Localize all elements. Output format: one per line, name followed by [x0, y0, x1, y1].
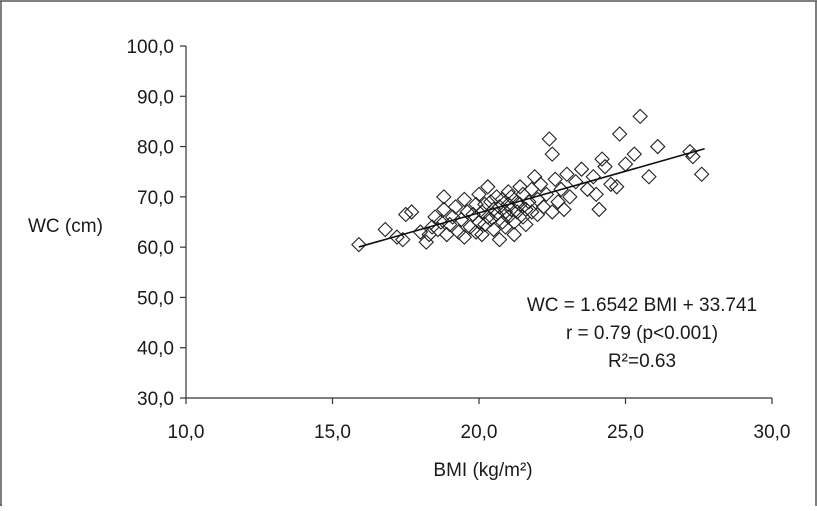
y-tick-label: 30,0 — [137, 389, 174, 410]
data-point — [450, 224, 467, 240]
data-point — [468, 224, 484, 240]
data-point — [567, 173, 584, 190]
data-point — [480, 179, 496, 195]
data-point — [682, 143, 698, 160]
correlation-text: r = 0.79 (p<0.001) — [566, 323, 718, 344]
data-point — [523, 204, 540, 220]
data-point — [579, 181, 596, 198]
data-point — [573, 161, 590, 177]
data-point — [556, 201, 572, 218]
trendline-layer — [358, 148, 705, 248]
data-point — [436, 189, 452, 205]
data-point — [377, 221, 394, 238]
data-point — [459, 204, 476, 220]
x-axis-title: BMI (kg/m²) — [433, 460, 532, 481]
data-point — [500, 184, 517, 200]
data-point — [603, 176, 619, 193]
y-tick-label: 40,0 — [137, 339, 174, 360]
data-point — [632, 108, 648, 125]
x-tick-label: 20,0 — [461, 422, 498, 443]
data-point — [512, 179, 528, 195]
data-point — [433, 214, 449, 230]
data-point — [559, 166, 575, 183]
data-point — [351, 236, 367, 253]
data-point — [412, 224, 429, 240]
data-point — [547, 171, 563, 188]
data-point — [591, 201, 607, 218]
data-point — [482, 194, 499, 210]
data-point — [403, 204, 420, 220]
data-point — [482, 211, 499, 228]
data-point — [395, 231, 411, 248]
r-squared-text: R²=0.63 — [608, 351, 676, 372]
data-point — [494, 214, 511, 230]
data-point — [518, 216, 534, 233]
data-point — [611, 126, 628, 142]
x-tick-label: 30,0 — [754, 422, 791, 443]
y-axis-title: WC (cm) — [28, 216, 103, 237]
axes — [180, 45, 773, 404]
data-point — [685, 148, 701, 165]
data-point — [597, 158, 613, 175]
data-point — [474, 226, 490, 243]
data-point — [418, 234, 435, 250]
x-tick-label: 10,0 — [168, 422, 205, 443]
y-tick-label: 50,0 — [137, 288, 174, 309]
y-tick-label: 80,0 — [137, 138, 174, 159]
data-point — [649, 138, 666, 155]
data-point — [515, 209, 531, 225]
regression-equation: WC = 1.6542 BMI + 33.741 — [527, 295, 757, 316]
y-tick-label: 70,0 — [137, 188, 174, 209]
data-point — [523, 181, 540, 198]
data-point — [588, 186, 604, 203]
data-point — [397, 206, 414, 223]
data-point — [488, 189, 505, 205]
data-point — [444, 209, 461, 225]
data-point — [491, 231, 508, 248]
data-point — [544, 204, 561, 220]
data-point — [608, 179, 625, 195]
data-point — [526, 168, 543, 185]
data-point — [427, 209, 443, 225]
data-point — [535, 199, 552, 215]
data-points — [351, 108, 710, 253]
data-point — [553, 181, 569, 198]
data-point — [641, 168, 657, 185]
data-point — [506, 226, 522, 243]
trendline — [358, 148, 705, 248]
data-point — [456, 191, 473, 208]
y-tick-label: 100,0 — [126, 37, 174, 58]
data-point — [562, 189, 578, 205]
data-point — [544, 146, 561, 162]
data-point — [447, 199, 464, 215]
data-point — [471, 186, 487, 203]
data-point — [594, 151, 610, 167]
data-point — [693, 166, 710, 183]
data-point — [532, 176, 549, 193]
tick-labels: 30,0 40,0 50,0 60,0 70,0 80,0 90,0 100,0 10,0 15,… — [126, 37, 790, 443]
data-point — [456, 229, 473, 245]
data-point — [541, 131, 558, 147]
y-tick-label: 60,0 — [137, 238, 174, 259]
data-point — [585, 168, 602, 185]
x-tick-label: 15,0 — [314, 422, 351, 443]
data-point — [626, 146, 643, 162]
y-tick-label: 90,0 — [137, 87, 174, 108]
x-tick-label: 25,0 — [607, 422, 644, 443]
